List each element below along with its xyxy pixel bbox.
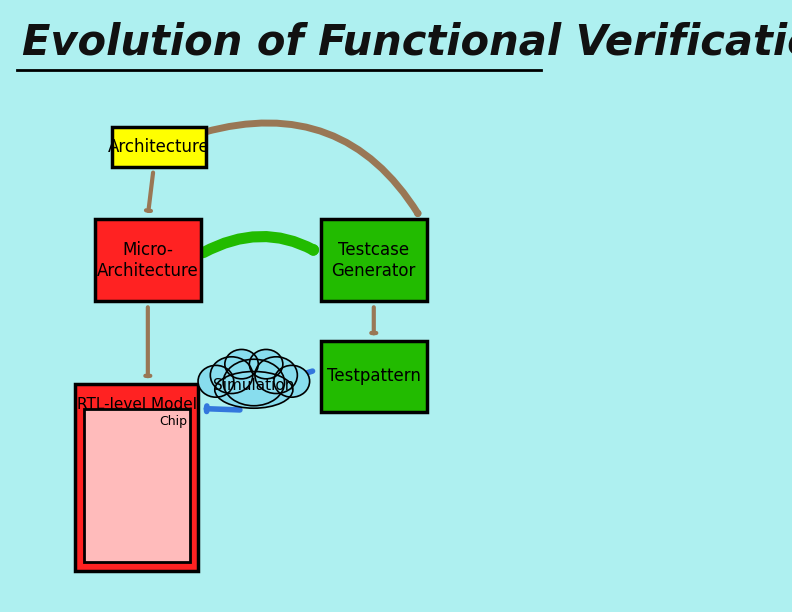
Ellipse shape bbox=[255, 357, 297, 394]
Text: Testcase
Generator: Testcase Generator bbox=[332, 241, 416, 280]
FancyBboxPatch shape bbox=[84, 409, 189, 562]
Ellipse shape bbox=[198, 365, 234, 397]
FancyBboxPatch shape bbox=[75, 384, 198, 570]
FancyArrowPatch shape bbox=[204, 236, 314, 253]
FancyArrowPatch shape bbox=[204, 123, 418, 214]
Ellipse shape bbox=[223, 359, 284, 406]
Ellipse shape bbox=[225, 349, 258, 379]
Text: Micro-
Architecture: Micro- Architecture bbox=[97, 241, 199, 280]
Text: RTL-level Model: RTL-level Model bbox=[77, 398, 196, 412]
Text: Evolution of Functional Verification: Evolution of Functional Verification bbox=[22, 21, 792, 64]
Text: Testpattern: Testpattern bbox=[327, 367, 421, 386]
Text: Simulation: Simulation bbox=[213, 378, 295, 393]
FancyBboxPatch shape bbox=[95, 219, 201, 302]
FancyBboxPatch shape bbox=[321, 341, 427, 412]
Text: Architecture: Architecture bbox=[109, 138, 210, 156]
Text: Chip: Chip bbox=[159, 415, 187, 428]
Ellipse shape bbox=[274, 365, 310, 397]
FancyBboxPatch shape bbox=[321, 219, 427, 302]
Ellipse shape bbox=[249, 349, 283, 379]
Ellipse shape bbox=[215, 371, 293, 408]
Ellipse shape bbox=[211, 357, 253, 394]
FancyBboxPatch shape bbox=[112, 127, 207, 167]
